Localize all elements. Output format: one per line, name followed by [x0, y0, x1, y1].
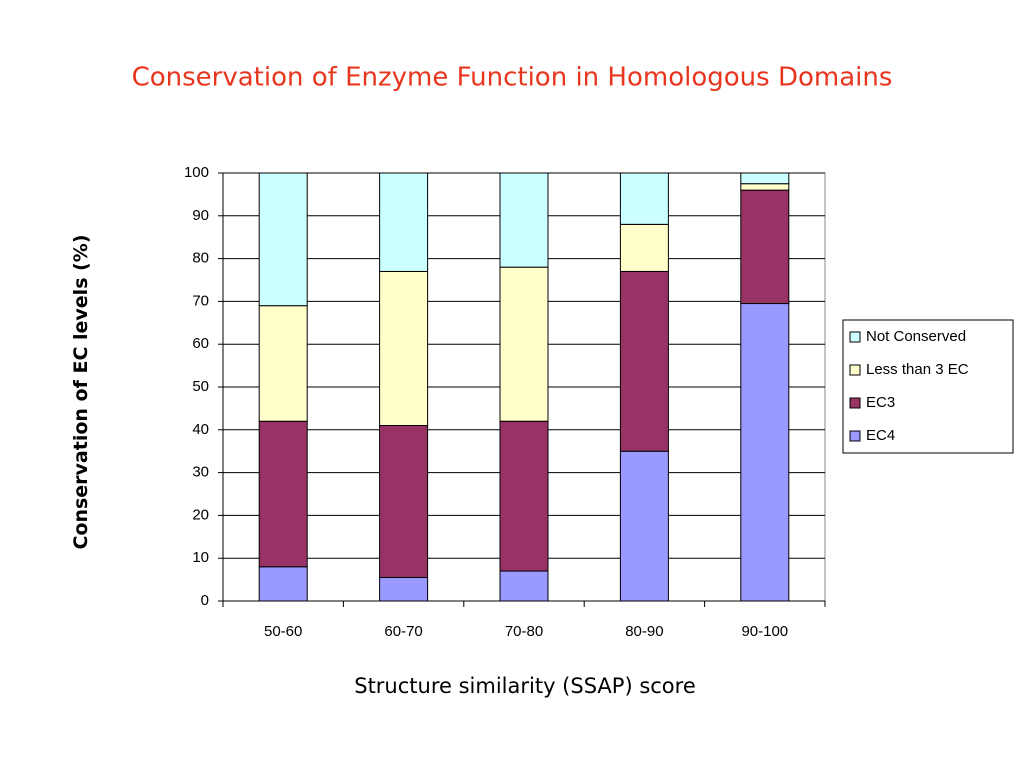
bar-segment [379, 576, 429, 602]
bar-segment [499, 266, 549, 422]
y-tick-label: 60 [192, 335, 209, 352]
y-tick-label: 100 [184, 164, 209, 181]
bar-segment [740, 303, 790, 602]
legend-swatch [849, 364, 861, 376]
legend-label: EC3 [866, 394, 895, 411]
y-tick-label: 70 [192, 292, 209, 309]
bar-segment [740, 189, 790, 305]
y-tick-label: 40 [192, 421, 209, 438]
bar-segment [499, 570, 549, 602]
x-tick-label: 90-100 [741, 623, 788, 640]
y-tick-label: 0 [201, 592, 209, 609]
legend-swatch [849, 397, 861, 409]
legend-swatch [849, 331, 861, 343]
bar-segment [379, 172, 429, 272]
bar-segment [258, 420, 308, 568]
x-tick-label: 80-90 [625, 623, 663, 640]
y-tick-label: 10 [192, 549, 209, 566]
bar-segment [499, 172, 549, 268]
legend-label: Less than 3 EC [866, 361, 969, 378]
bar-segment [740, 172, 790, 185]
x-axis-label: Structure similarity (SSAP) score [354, 674, 696, 698]
y-tick-label: 50 [192, 378, 209, 395]
bar-segment [499, 420, 549, 572]
y-axis-label: Conservation of EC levels (%) [70, 234, 92, 550]
bar-segment [619, 450, 669, 602]
x-tick-label: 70-80 [505, 623, 543, 640]
legend-swatch [849, 430, 861, 442]
legend-box [842, 319, 1014, 454]
bar-segment [379, 270, 429, 427]
bar-segment [619, 223, 669, 272]
bar-segment [258, 172, 308, 307]
chart-title: Conservation of Enzyme Function in Homol… [132, 63, 893, 93]
y-tick-label: 80 [192, 250, 209, 267]
bar-segment [740, 183, 790, 191]
bar-segment [619, 270, 669, 452]
y-tick-label: 90 [192, 207, 209, 224]
bar-segment [379, 425, 429, 578]
y-tick-label: 20 [192, 506, 209, 523]
bar-segment [258, 566, 308, 602]
bar-segment [258, 305, 308, 422]
y-axis-label-box: Conservation of EC levels (%) [70, 234, 92, 550]
bar-segment [619, 172, 669, 225]
x-tick-label: 50-60 [264, 623, 302, 640]
legend-label: Not Conserved [866, 328, 966, 345]
y-tick-label: 30 [192, 464, 209, 481]
x-tick-label: 60-70 [384, 623, 422, 640]
legend-label: EC4 [866, 427, 895, 444]
